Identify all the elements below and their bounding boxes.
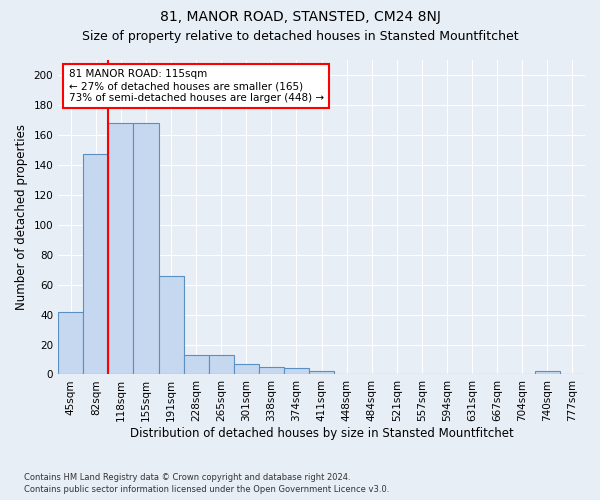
Bar [158, 276, 184, 374]
Bar [259, 367, 284, 374]
Bar [309, 372, 334, 374]
Bar [58, 312, 83, 374]
X-axis label: Distribution of detached houses by size in Stansted Mountfitchet: Distribution of detached houses by size … [130, 427, 514, 440]
Bar [535, 372, 560, 374]
Bar [209, 355, 234, 374]
Bar [133, 123, 158, 374]
Bar [184, 355, 209, 374]
Bar [234, 364, 259, 374]
Text: 81 MANOR ROAD: 115sqm
← 27% of detached houses are smaller (165)
73% of semi-det: 81 MANOR ROAD: 115sqm ← 27% of detached … [69, 70, 324, 102]
Bar [284, 368, 309, 374]
Text: 81, MANOR ROAD, STANSTED, CM24 8NJ: 81, MANOR ROAD, STANSTED, CM24 8NJ [160, 10, 440, 24]
Text: Contains HM Land Registry data © Crown copyright and database right 2024.: Contains HM Land Registry data © Crown c… [24, 472, 350, 482]
Y-axis label: Number of detached properties: Number of detached properties [15, 124, 28, 310]
Text: Size of property relative to detached houses in Stansted Mountfitchet: Size of property relative to detached ho… [82, 30, 518, 43]
Bar [109, 123, 133, 374]
Text: Contains public sector information licensed under the Open Government Licence v3: Contains public sector information licen… [24, 485, 389, 494]
Bar [83, 154, 109, 374]
